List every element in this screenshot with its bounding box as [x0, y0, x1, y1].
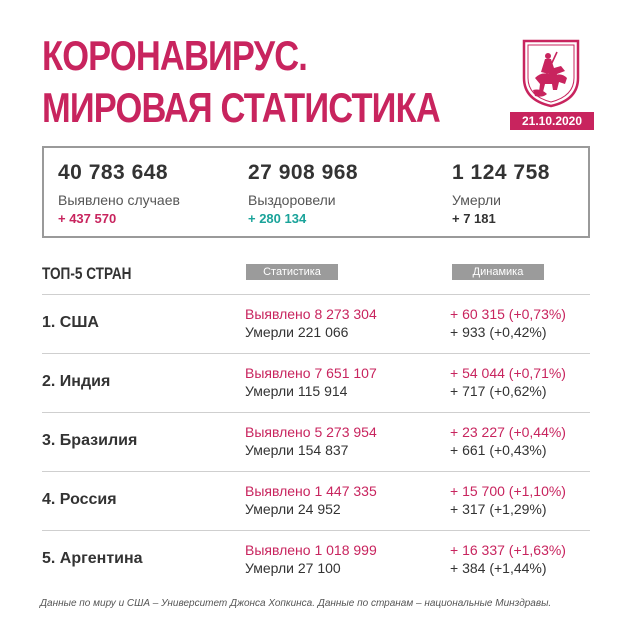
stats-cell: Выявлено 1 018 999 Умерли 27 100 — [245, 541, 377, 577]
world-summary: 40 783 648 Выявлено случаев + 437 570 27… — [42, 146, 590, 238]
dyn-deaths-value: + 384 (+1,44%) — [450, 560, 547, 576]
date-badge: 21.10.2020 — [510, 112, 594, 130]
died-value: Умерли 115 914 — [245, 383, 348, 399]
deaths-label: Умерли — [452, 192, 501, 208]
dynamics-cell: + 54 044 (+0,71%) + 717 (+0,62%) — [450, 364, 566, 400]
stats-cell: Выявлено 7 651 107 Умерли 115 914 — [245, 364, 377, 400]
dynamics-cell: + 15 700 (+1,10%) + 317 (+1,29%) — [450, 482, 566, 518]
stats-cell: Выявлено 1 447 335 Умерли 24 952 — [245, 482, 377, 518]
dyn-cases-value: + 60 315 (+0,73%) — [450, 306, 566, 322]
died-value: Умерли 221 066 — [245, 324, 349, 340]
summary-recovered: 27 908 968 Выздоровели + 280 134 — [248, 160, 358, 227]
recovered-value: 27 908 968 — [248, 161, 359, 184]
table-row: 1. США Выявлено 8 273 304 Умерли 221 066… — [42, 294, 590, 353]
deaths-delta: + 7 181 — [452, 211, 496, 226]
dynamics-cell: + 16 337 (+1,63%) + 384 (+1,44%) — [450, 541, 566, 577]
cases-value: 40 783 648 — [58, 161, 169, 184]
country-name: 2. Индия — [42, 373, 111, 390]
country-name: 3. Бразилия — [42, 432, 138, 449]
dyn-deaths-value: + 661 (+0,43%) — [450, 442, 547, 458]
dyn-deaths-value: + 317 (+1,29%) — [450, 501, 547, 517]
stats-cell: Выявлено 5 273 954 Умерли 154 837 — [245, 423, 377, 459]
summary-cases: 40 783 648 Выявлено случаев + 437 570 — [58, 160, 180, 227]
dynamics-column-header: Динамика — [452, 264, 544, 280]
recovered-delta: + 280 134 — [248, 211, 307, 226]
dynamics-cell: + 60 315 (+0,73%) + 933 (+0,42%) — [450, 305, 566, 341]
dyn-cases-value: + 54 044 (+0,71%) — [450, 365, 566, 381]
dyn-deaths-value: + 717 (+0,62%) — [450, 383, 547, 399]
moscow-coat-of-arms-icon — [522, 39, 580, 108]
source-footnote: Данные по миру и США – Университет Джонс… — [40, 598, 552, 609]
dynamics-cell: + 23 227 (+0,44%) + 661 (+0,43%) — [450, 423, 566, 459]
table-row: 5. Аргентина Выявлено 1 018 999 Умерли 2… — [42, 530, 590, 589]
summary-deaths: 1 124 758 Умерли + 7 181 — [452, 160, 550, 227]
dyn-cases-value: + 15 700 (+1,10%) — [450, 483, 566, 499]
table-row: 4. Россия Выявлено 1 447 335 Умерли 24 9… — [42, 471, 590, 530]
recovered-label: Выздоровели — [248, 192, 336, 208]
table-row: 2. Индия Выявлено 7 651 107 Умерли 115 9… — [42, 353, 590, 412]
died-value: Умерли 24 952 — [245, 501, 341, 517]
table-row: 3. Бразилия Выявлено 5 273 954 Умерли 15… — [42, 412, 590, 471]
stats-cell: Выявлено 8 273 304 Умерли 221 066 — [245, 305, 377, 341]
detected-value: Выявлено 8 273 304 — [245, 306, 377, 322]
died-value: Умерли 154 837 — [245, 442, 349, 458]
cases-delta: + 437 570 — [58, 211, 117, 226]
detected-value: Выявлено 1 447 335 — [245, 483, 377, 499]
detected-value: Выявлено 7 651 107 — [245, 365, 377, 381]
detected-value: Выявлено 1 018 999 — [245, 542, 377, 558]
cases-label: Выявлено случаев — [58, 192, 180, 208]
title-line-1: КОРОНАВИРУС. — [42, 32, 308, 79]
dyn-cases-value: + 23 227 (+0,44%) — [450, 424, 566, 440]
page-title: КОРОНАВИРУС. МИРОВАЯ СТАТИСТИКА — [42, 30, 441, 134]
dyn-cases-value: + 16 337 (+1,63%) — [450, 542, 566, 558]
country-name: 4. Россия — [42, 491, 117, 508]
stats-column-header: Статистика — [246, 264, 338, 280]
country-name: 5. Аргентина — [42, 550, 143, 567]
deaths-value: 1 124 758 — [452, 161, 550, 184]
died-value: Умерли 27 100 — [245, 560, 341, 576]
top5-heading: ТОП-5 СТРАН — [42, 264, 132, 283]
dyn-deaths-value: + 933 (+0,42%) — [450, 324, 547, 340]
detected-value: Выявлено 5 273 954 — [245, 424, 377, 440]
title-line-2: МИРОВАЯ СТАТИСТИКА — [42, 84, 441, 131]
country-name: 1. США — [42, 314, 99, 331]
